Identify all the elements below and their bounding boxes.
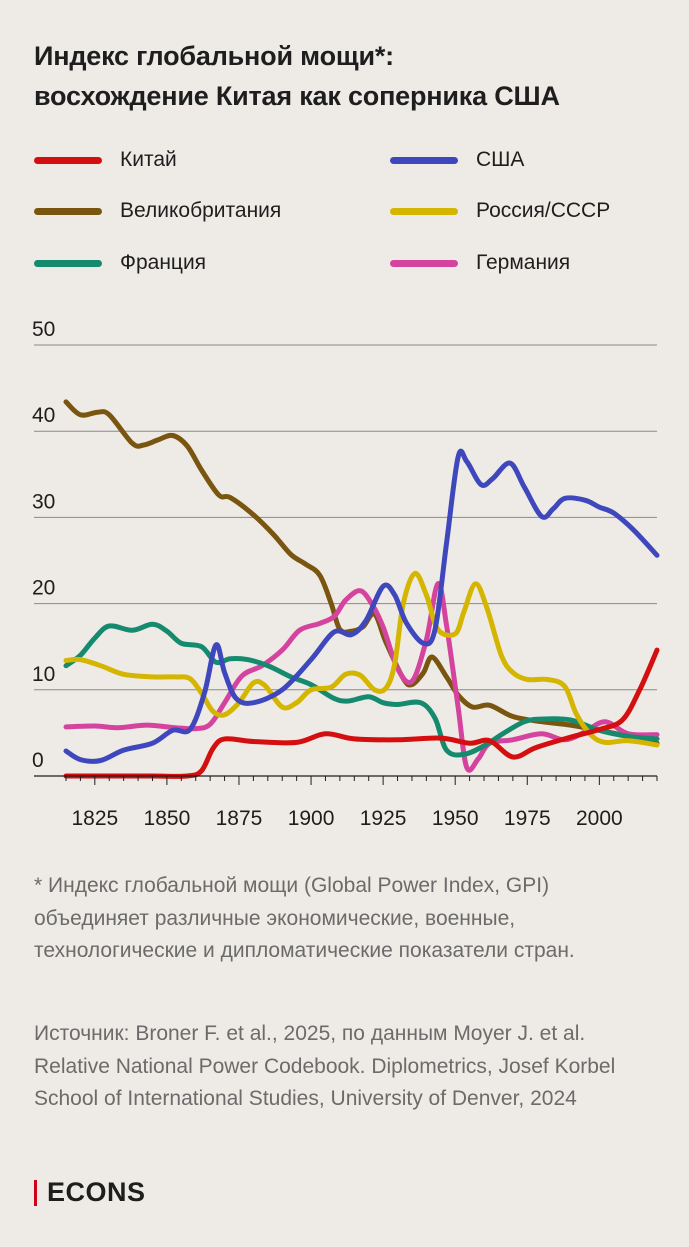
- y-axis-labels: 0 10 20 30 40 50: [32, 318, 55, 772]
- x-tick-label: 1950: [432, 807, 479, 830]
- legend-item-russia: Россия/СССР: [390, 199, 610, 223]
- legend-item-china: Китай: [34, 148, 177, 172]
- legend-item-usa: США: [390, 148, 524, 172]
- y-tick-label: 10: [32, 663, 55, 686]
- legend-item-uk: Великобритания: [34, 199, 281, 223]
- y-tick-label: 0: [32, 749, 44, 772]
- series-line-0: [63, 647, 660, 779]
- legend-label-china: Китай: [120, 148, 177, 171]
- chart-title-line-1: Индекс глобальной мощи*:: [34, 41, 394, 71]
- legend-label-france: Франция: [120, 251, 207, 274]
- x-tick-label: 2000: [576, 807, 623, 830]
- footnote: * Индекс глобальной мощи (Global Power I…: [34, 874, 575, 962]
- x-tick-label: 1925: [360, 807, 407, 830]
- x-tick-label: 1875: [216, 807, 263, 830]
- econs-logo: ECONS: [34, 1177, 146, 1208]
- legend-label-uk: Великобритания: [120, 199, 282, 222]
- x-tick-label: 1975: [504, 807, 551, 830]
- series-line-3: [63, 570, 660, 748]
- source-note: Источник: Broner F. et al., 2025, по дан…: [34, 1022, 616, 1110]
- legend-swatch-russia: [390, 207, 458, 215]
- x-tick-label: 1850: [144, 807, 191, 830]
- chart-title: Индекс глобальной мощи*: восхождение Кит…: [34, 36, 674, 116]
- legend-item-france: Франция: [34, 251, 206, 275]
- y-tick-label: 20: [32, 577, 55, 600]
- legend-label-russia: Россия/СССР: [476, 199, 611, 222]
- logo-accent-bar: [34, 1179, 37, 1206]
- legend-swatch-france: [34, 259, 102, 267]
- legend-label-usa: США: [476, 148, 525, 171]
- x-axis: 1825 1850 1875 1900 1925 1950 1975 2000: [34, 775, 658, 830]
- legend-swatch-uk: [34, 207, 102, 215]
- series-line-4: [63, 621, 660, 758]
- series-line-1: [63, 448, 660, 764]
- chart-legend: Китай США Великобритания Россия/СССР Фра…: [34, 148, 674, 288]
- x-tick-label: 1900: [288, 807, 335, 830]
- y-tick-label: 40: [32, 404, 55, 427]
- legend-label-germany: Германия: [476, 251, 571, 274]
- grid-lines: [34, 344, 657, 691]
- y-tick-label: 30: [32, 490, 55, 513]
- y-tick-label: 50: [32, 318, 55, 341]
- chart-title-line-2: восхождение Китая как соперника США: [34, 81, 560, 111]
- series-lines: [63, 399, 660, 779]
- legend-swatch-china: [34, 156, 102, 164]
- legend-swatch-usa: [390, 156, 458, 164]
- logo-text: ECONS: [47, 1177, 146, 1207]
- legend-swatch-germany: [390, 259, 458, 267]
- series-line-5: [63, 581, 660, 773]
- line-chart: 0 10 20 30 40 50 1825 1850 1875 1900 1925 1950 1975…: [32, 318, 660, 830]
- legend-item-germany: Германия: [390, 251, 570, 275]
- x-tick-label: 1825: [71, 807, 118, 830]
